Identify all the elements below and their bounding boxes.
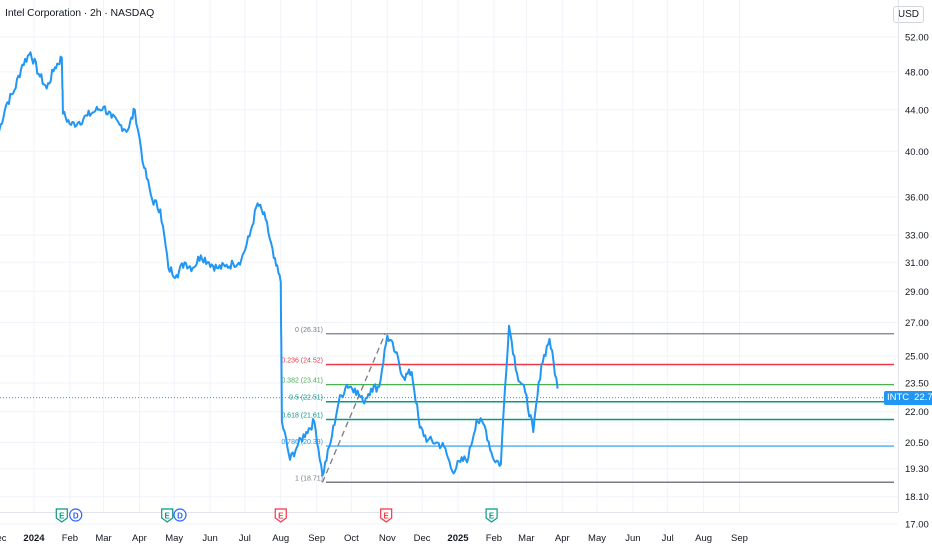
price-axis: 52.00 48.00 44.00 40.00 36.00 33.00 31.00 29.00…: [898, 0, 929, 531]
last-price-tag: INTC 22.72: [884, 390, 932, 405]
dividend-marker[interactable]: D: [173, 508, 187, 522]
time-axis: Dec 2024 Feb Mar Apr May Jun Jul Aug Sep Oct Nov Dec…: [0, 512, 898, 544]
x-tick-label: Sep: [731, 533, 748, 544]
x-tick-label: Feb: [486, 533, 502, 544]
y-tick-label: 17.00: [905, 520, 929, 531]
event-label: E: [278, 512, 284, 521]
y-tick-label: 44.00: [905, 105, 929, 116]
x-tick-label: Jun: [625, 533, 640, 544]
x-tick-label: Aug: [695, 533, 712, 544]
x-tick-label: 2025: [447, 533, 469, 544]
y-tick-label: 18.10: [905, 492, 929, 503]
earnings-marker[interactable]: E: [485, 508, 498, 523]
trend-line[interactable]: [321, 333, 386, 483]
fibonacci-retracement[interactable]: 0 (26.31) 0.236 (24.52) 0.382 (23.41) 0.5 (…: [281, 327, 894, 484]
y-tick-label: 25.00: [905, 352, 929, 363]
x-tick-label: Mar: [518, 533, 534, 544]
currency-button[interactable]: USD: [892, 6, 924, 23]
x-tick-label: Dec: [414, 533, 431, 544]
fib-level-label: 0.5 (22.51): [289, 395, 323, 402]
fib-level-label: 0.618 (21.61): [281, 412, 323, 419]
dividend-marker[interactable]: D: [69, 508, 83, 522]
earnings-marker[interactable]: E: [274, 508, 287, 523]
y-tick-label: 40.00: [905, 147, 929, 158]
earnings-marker[interactable]: E: [55, 508, 68, 523]
grid-lines: [0, 0, 898, 525]
y-tick-label: 33.00: [905, 231, 929, 242]
x-tick-label: Feb: [62, 533, 78, 544]
x-tick-label: Jul: [662, 533, 674, 544]
x-tick-label: Dec: [0, 533, 7, 544]
event-label: D: [177, 512, 183, 521]
x-tick-label: Aug: [272, 533, 289, 544]
x-tick-label: Jun: [202, 533, 217, 544]
event-label: E: [59, 512, 65, 521]
y-tick-label: 23.50: [905, 378, 929, 389]
x-tick-label: May: [165, 533, 183, 544]
price-series-line: [0, 51, 559, 477]
y-tick-label: 31.00: [905, 258, 929, 269]
y-tick-label: 48.00: [905, 67, 929, 78]
symbol-label: INTC: [887, 391, 910, 403]
fib-level-label: 1 (18.71): [295, 475, 323, 482]
x-tick-label: Mar: [95, 533, 111, 544]
fib-level-label: 0.382 (23.41): [281, 378, 323, 385]
x-tick-label: Apr: [555, 533, 570, 544]
x-tick-label: Jul: [239, 533, 251, 544]
y-tick-label: 22.00: [905, 407, 929, 418]
x-tick-label: Apr: [132, 533, 147, 544]
event-label: E: [489, 512, 495, 521]
event-label: D: [73, 512, 79, 521]
fib-level-label: 0 (26.31): [295, 327, 323, 334]
x-tick-label: Nov: [379, 533, 396, 544]
last-price-value: 22.72: [914, 391, 932, 403]
earnings-marker[interactable]: E: [380, 508, 393, 523]
event-label: E: [165, 512, 171, 521]
event-label: E: [384, 512, 390, 521]
chart-title: Intel Corporation · 2h · NASDAQ: [5, 7, 155, 19]
x-tick-label: May: [588, 533, 606, 544]
x-tick-label: Sep: [308, 533, 325, 544]
y-tick-label: 52.00: [905, 33, 929, 44]
y-tick-label: 29.00: [905, 287, 929, 298]
x-tick-label: Oct: [344, 533, 359, 544]
y-tick-label: 27.00: [905, 318, 929, 329]
y-tick-label: 36.00: [905, 193, 929, 204]
fib-level-label: 0.236 (24.52): [281, 357, 323, 364]
y-tick-label: 20.50: [905, 438, 929, 449]
y-tick-label: 19.30: [905, 464, 929, 475]
x-tick-label: 2024: [23, 533, 45, 544]
earnings-marker[interactable]: E: [161, 508, 174, 523]
